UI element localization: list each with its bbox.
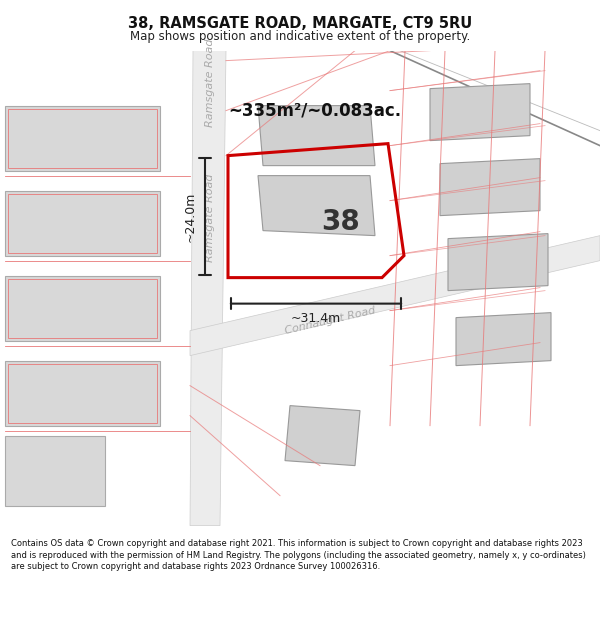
Text: Map shows position and indicative extent of the property.: Map shows position and indicative extent…: [130, 30, 470, 43]
Polygon shape: [190, 236, 600, 356]
Bar: [5, 361, 160, 426]
Polygon shape: [285, 406, 360, 466]
Polygon shape: [430, 84, 530, 141]
Polygon shape: [258, 176, 375, 236]
Bar: [5, 191, 160, 256]
Bar: [8, 279, 157, 338]
Bar: [8, 109, 157, 168]
Polygon shape: [440, 159, 540, 216]
Polygon shape: [448, 234, 548, 291]
Bar: [8, 364, 157, 423]
Text: 38, RAMSGATE ROAD, MARGATE, CT9 5RU: 38, RAMSGATE ROAD, MARGATE, CT9 5RU: [128, 16, 472, 31]
Text: ~24.0m: ~24.0m: [184, 191, 197, 242]
Polygon shape: [258, 106, 375, 166]
Bar: [5, 106, 160, 171]
Bar: [8, 194, 157, 252]
Text: Ramsgate Road: Ramsgate Road: [205, 38, 215, 127]
Polygon shape: [190, 51, 226, 526]
Polygon shape: [456, 312, 551, 366]
Bar: [5, 276, 160, 341]
Text: Ramsgate Road: Ramsgate Road: [205, 173, 215, 262]
Text: Connaught Road: Connaught Road: [284, 305, 376, 336]
Bar: [5, 436, 105, 506]
Text: 38: 38: [322, 208, 361, 236]
Text: ~335m²/~0.083ac.: ~335m²/~0.083ac.: [228, 102, 401, 119]
Text: ~31.4m: ~31.4m: [291, 312, 341, 324]
Text: Contains OS data © Crown copyright and database right 2021. This information is : Contains OS data © Crown copyright and d…: [11, 539, 586, 571]
